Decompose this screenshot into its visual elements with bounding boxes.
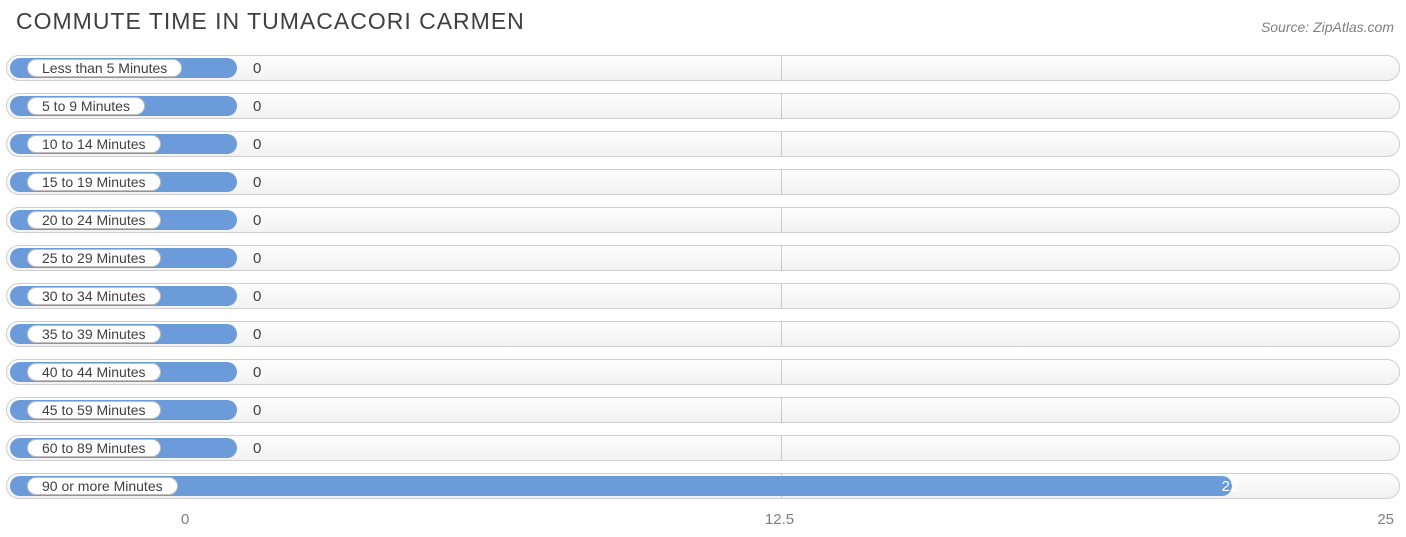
bar-row: Less than 5 Minutes 0 <box>6 55 1400 81</box>
value-label: 0 <box>253 436 261 460</box>
category-label: 40 to 44 Minutes <box>27 363 161 381</box>
x-axis-tick: 12.5 <box>765 511 794 528</box>
gridline <box>781 132 782 156</box>
value-label: 0 <box>253 208 261 232</box>
bar-row: 45 to 59 Minutes 0 <box>6 397 1400 423</box>
value-label: 0 <box>253 132 261 156</box>
bar-row: 15 to 19 Minutes 0 <box>6 169 1400 195</box>
category-label: 30 to 34 Minutes <box>27 287 161 305</box>
gridline <box>781 246 782 270</box>
value-label: 0 <box>253 360 261 384</box>
chart-source: Source: ZipAtlas.com <box>1261 19 1394 35</box>
category-label: 10 to 14 Minutes <box>27 135 161 153</box>
category-label: Less than 5 Minutes <box>27 59 182 77</box>
category-label: 15 to 19 Minutes <box>27 173 161 191</box>
bar-row: 30 to 34 Minutes 0 <box>6 283 1400 309</box>
category-label: 25 to 29 Minutes <box>27 249 161 267</box>
chart-header: COMMUTE TIME IN TUMACACORI CARMEN Source… <box>6 8 1400 49</box>
chart-title: COMMUTE TIME IN TUMACACORI CARMEN <box>16 8 525 35</box>
bar-row: 5 to 9 Minutes 0 <box>6 93 1400 119</box>
bar-fill <box>10 476 1232 496</box>
value-label: 0 <box>253 94 261 118</box>
value-label: 0 <box>253 398 261 422</box>
bar-row: 35 to 39 Minutes 0 <box>6 321 1400 347</box>
bar-row: 40 to 44 Minutes 0 <box>6 359 1400 385</box>
gridline <box>781 284 782 308</box>
x-axis-tick: 25 <box>1377 511 1394 528</box>
bar-row: 10 to 14 Minutes 0 <box>6 131 1400 157</box>
chart-plot-area: Less than 5 Minutes05 to 9 Minutes010 to… <box>6 55 1400 499</box>
gridline <box>781 322 782 346</box>
category-label: 35 to 39 Minutes <box>27 325 161 343</box>
category-label: 5 to 9 Minutes <box>27 97 145 115</box>
x-axis-tick: 0 <box>181 511 189 528</box>
category-label: 20 to 24 Minutes <box>27 211 161 229</box>
x-axis: 0 12.5 25 <box>6 511 1400 533</box>
value-label: 22 <box>1222 474 1239 498</box>
value-label: 0 <box>253 284 261 308</box>
bar-row: 60 to 89 Minutes 0 <box>6 435 1400 461</box>
category-label: 60 to 89 Minutes <box>27 439 161 457</box>
gridline <box>781 208 782 232</box>
value-label: 0 <box>253 56 261 80</box>
category-label: 45 to 59 Minutes <box>27 401 161 419</box>
value-label: 0 <box>253 322 261 346</box>
bar-row: 25 to 29 Minutes 0 <box>6 245 1400 271</box>
bar-row: 90 or more Minutes 22 <box>6 473 1400 499</box>
gridline <box>781 436 782 460</box>
value-label: 0 <box>253 246 261 270</box>
gridline <box>781 360 782 384</box>
commute-time-chart: COMMUTE TIME IN TUMACACORI CARMEN Source… <box>0 0 1406 537</box>
gridline <box>781 398 782 422</box>
value-label: 0 <box>253 170 261 194</box>
category-label: 90 or more Minutes <box>27 477 178 495</box>
bar-row: 20 to 24 Minutes 0 <box>6 207 1400 233</box>
gridline <box>781 170 782 194</box>
gridline <box>781 56 782 80</box>
gridline <box>781 94 782 118</box>
